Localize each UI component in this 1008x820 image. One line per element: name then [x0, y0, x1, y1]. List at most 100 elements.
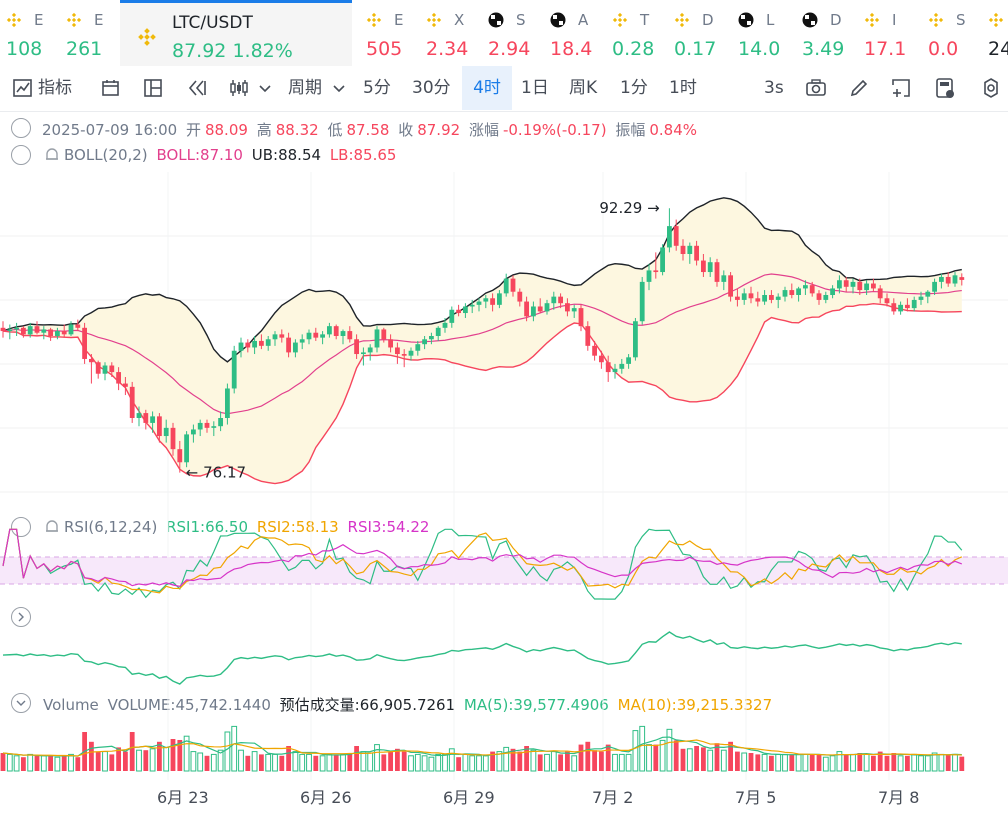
ticker-item[interactable]: T 0.28: [606, 0, 666, 66]
candle-body: [585, 326, 591, 346]
volume-bar: [857, 753, 863, 771]
candle-body: [565, 303, 570, 312]
bell-icon[interactable]: [43, 518, 61, 536]
ticker-item[interactable]: X 2.34: [420, 0, 480, 66]
ticker-item[interactable]: L 14.0: [732, 0, 792, 66]
candle-body: [639, 281, 645, 322]
volume-bar: [21, 757, 26, 771]
volume-bar: [843, 754, 849, 771]
volume-bar: [197, 752, 204, 772]
indicators-button[interactable]: 指标: [38, 78, 72, 98]
ticker-item[interactable]: D 0.17: [668, 0, 728, 66]
volume-bar: [129, 732, 135, 771]
candle-body: [354, 339, 359, 355]
binance-icon: [864, 12, 880, 28]
candle-body: [102, 365, 108, 374]
interval-1h[interactable]: 1时: [669, 78, 697, 98]
volume-bar: [414, 753, 421, 772]
ticker-symbol: D: [702, 11, 714, 29]
expand-indicator-toggle[interactable]: [11, 607, 31, 627]
candle-body: [891, 303, 897, 312]
pen-icon[interactable]: [848, 77, 870, 99]
candle-body: [252, 340, 257, 348]
interval-1w[interactable]: 周K: [569, 78, 598, 98]
checker-icon: [802, 12, 818, 28]
ticker-price: 0.17: [674, 38, 717, 60]
candle-body: [68, 324, 74, 335]
candlestick-type-icon[interactable]: [228, 77, 250, 99]
layout-icon[interactable]: [142, 77, 164, 99]
boll-lower-line: [2, 302, 962, 485]
candle-body: [939, 276, 944, 282]
volume-bar: [333, 754, 339, 771]
volume-bar: [836, 751, 843, 772]
ticker-item-ltc-usdt[interactable]: LTC/USDT 87.92 1.82%: [120, 0, 352, 66]
volume-bar: [632, 730, 639, 772]
chevron-down-icon[interactable]: [254, 77, 276, 99]
candle-body: [415, 344, 421, 351]
ticker-item[interactable]: D 3.49: [796, 0, 856, 66]
ticker-item[interactable]: E 261: [60, 0, 120, 66]
ticker-item[interactable]: E 108: [0, 0, 58, 66]
ticker-item[interactable]: E 505: [360, 0, 420, 66]
candle-body: [905, 304, 910, 309]
volume-bar: [694, 746, 699, 771]
candle-body: [782, 290, 788, 297]
candle-body: [320, 334, 325, 338]
rewind-icon[interactable]: [186, 77, 208, 99]
collapse-toggle[interactable]: [11, 118, 31, 138]
interval-30m[interactable]: 30分: [412, 78, 451, 98]
candle-body: [422, 339, 427, 345]
candle-body: [837, 280, 842, 289]
volume-bar: [251, 751, 258, 772]
volume-bar: [27, 753, 34, 772]
boll-collapse-toggle[interactable]: [11, 145, 31, 165]
volume-bar: [863, 753, 870, 772]
interval-1m[interactable]: 1分: [620, 78, 648, 98]
camera-icon[interactable]: [805, 77, 827, 99]
volume-bar: [259, 754, 264, 771]
chevron-down-icon[interactable]: [328, 77, 350, 99]
ticker-item[interactable]: I 17.1: [858, 0, 918, 66]
volume-bar: [448, 748, 455, 772]
ticker-item[interactable]: S 2.94: [482, 0, 542, 66]
candle-body: [306, 332, 312, 340]
settings-icon[interactable]: [980, 77, 1002, 99]
volume-bar: [183, 735, 190, 772]
ticker-item[interactable]: A 18.4: [544, 0, 604, 66]
volume-bar: [686, 748, 693, 772]
candle-body: [728, 275, 733, 297]
candle-body: [823, 295, 829, 300]
ticker-item[interactable]: S 0.0: [922, 0, 982, 66]
ticker-symbol: T: [640, 11, 650, 29]
volume-bar: [816, 754, 822, 771]
candle-body: [34, 326, 40, 333]
volume-bar: [109, 754, 115, 771]
ticker-item[interactable]: 24: [982, 0, 1008, 66]
calendar-icon[interactable]: [100, 77, 122, 99]
candle-body: [191, 429, 196, 435]
interval-1d[interactable]: 1日: [521, 78, 549, 98]
volume-bar: [469, 755, 476, 772]
volume-bar: [204, 755, 210, 771]
bell-icon[interactable]: [43, 146, 61, 164]
x-axis-label: 6月 29: [443, 788, 495, 807]
volume-bar: [313, 755, 319, 771]
rsi-collapse-toggle[interactable]: [11, 517, 31, 537]
volume-bar: [490, 751, 495, 771]
volume-bar: [701, 747, 706, 771]
ticker-price: 261: [66, 38, 103, 60]
candle-body: [864, 283, 869, 291]
interval-5m[interactable]: 5分: [363, 78, 391, 98]
candle-body: [225, 388, 230, 418]
volume-bar: [347, 753, 353, 771]
period-dropdown[interactable]: 周期: [288, 78, 322, 98]
volume-collapse-toggle[interactable]: [11, 693, 31, 713]
interval-4h[interactable]: 4时: [462, 66, 512, 110]
calculator-icon[interactable]: [934, 77, 956, 99]
refresh-interval[interactable]: 3s: [764, 78, 784, 98]
volume-bar: [428, 756, 435, 772]
checker-icon: [488, 12, 504, 28]
add-frame-icon[interactable]: [890, 77, 912, 99]
